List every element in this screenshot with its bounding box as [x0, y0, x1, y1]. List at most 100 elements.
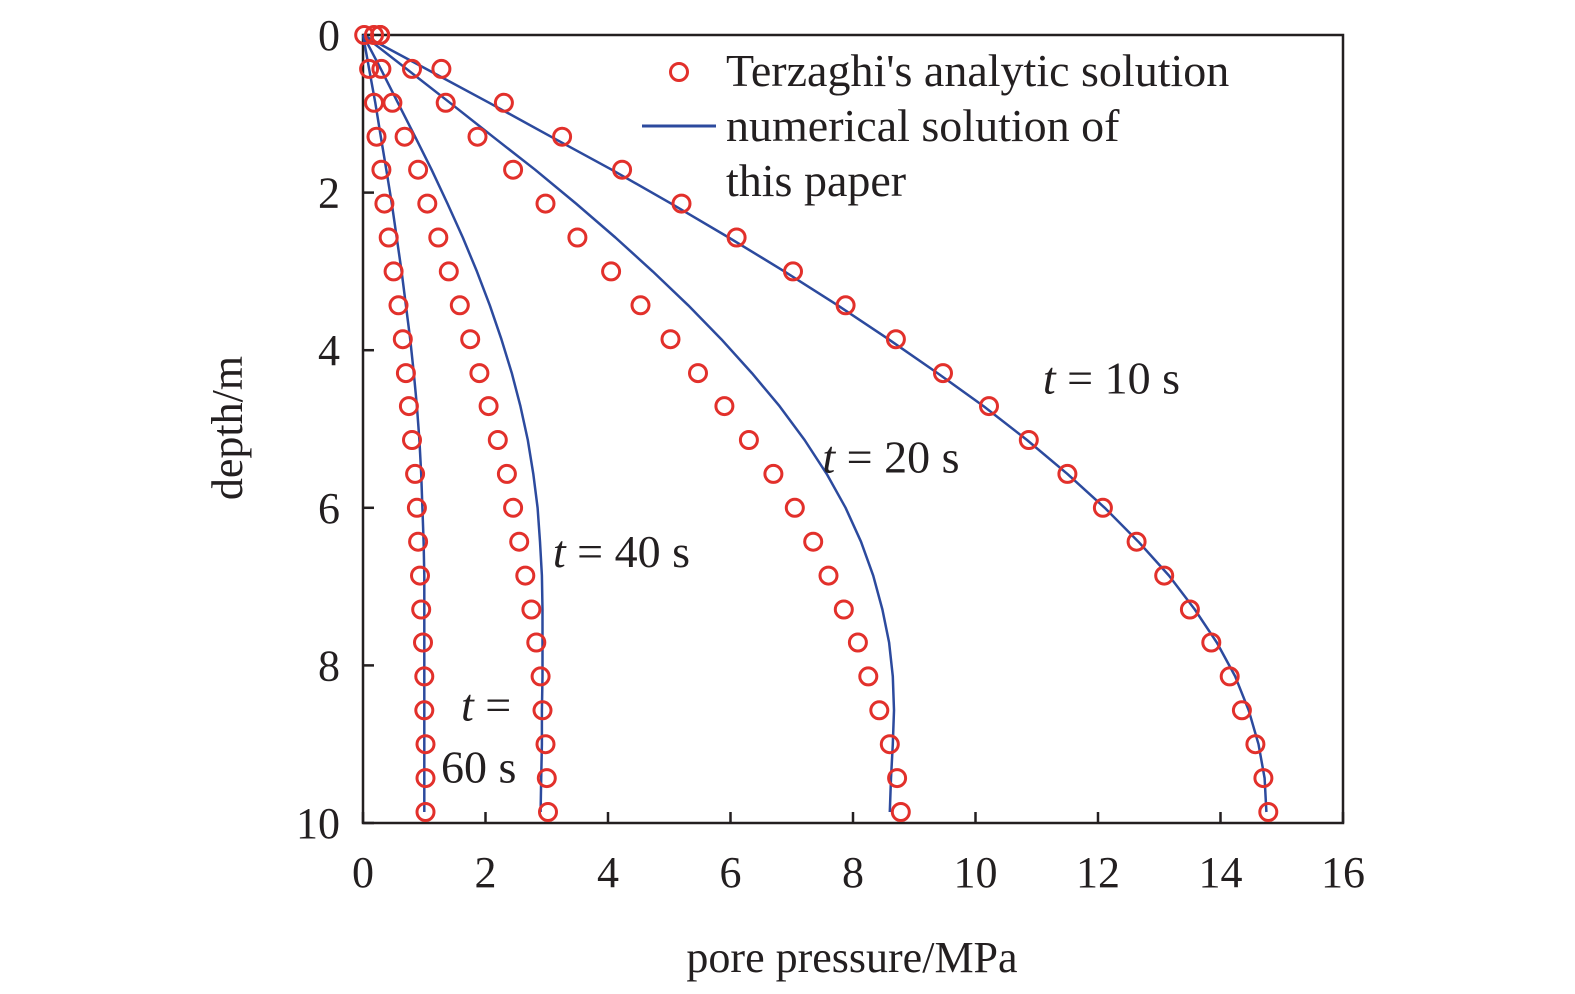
- numerical-line-series-3: [361, 34, 544, 813]
- analytic-point-series-2: [688, 363, 708, 384]
- analytic-point-series-1: [431, 58, 452, 79]
- x-axis-ticks: 0 2 4 6 8 10 12 14 16: [352, 812, 1365, 897]
- y-tick-label: 10: [296, 799, 340, 848]
- analytic-point-series-2: [784, 497, 805, 518]
- x-tick-label: 14: [1199, 848, 1243, 897]
- analytic-point-series-1: [783, 261, 803, 282]
- analytic-point-series-1: [1201, 632, 1222, 653]
- analytic-point-series-3: [408, 159, 429, 180]
- curve-label-series-1: t = 10 s: [1043, 353, 1180, 404]
- analytic-point-series-2: [763, 463, 784, 484]
- y-tick-label: 6: [318, 484, 340, 533]
- analytic-point-series-3: [536, 768, 557, 789]
- analytic-point-series-2: [601, 261, 622, 282]
- analytic-point-series-1: [493, 92, 514, 113]
- analytic-point-series-1: [1092, 497, 1113, 518]
- analytic-point-series-4: [414, 700, 435, 721]
- analytic-point-series-1: [1179, 599, 1200, 620]
- analytic-point-series-4: [398, 396, 419, 417]
- x-tick-label: 16: [1321, 848, 1365, 897]
- y-tick-label: 4: [318, 326, 340, 375]
- analytic-point-series-1: [1219, 666, 1240, 687]
- analytic-point-series-2: [660, 329, 681, 350]
- analytic-point-series-2: [818, 565, 839, 586]
- analytic-point-series-4: [354, 25, 375, 45]
- analytic-point-series-2: [887, 768, 908, 789]
- analytic-point-series-1: [612, 159, 633, 180]
- analytic-point-series-1: [1018, 430, 1039, 450]
- x-tick-label: 2: [475, 848, 497, 897]
- analytic-point-series-4: [378, 227, 399, 248]
- analytic-point-series-1: [835, 295, 856, 316]
- analytic-point-series-3: [394, 126, 415, 147]
- analytic-point-series-3: [364, 25, 384, 45]
- analytic-point-series-4: [415, 734, 436, 755]
- analytic-point-series-4: [413, 632, 433, 653]
- analytic-point-series-3: [535, 734, 556, 755]
- analytic-point-series-2: [630, 295, 651, 316]
- curve-label-series-4-line1: t =: [461, 680, 511, 731]
- curve-labels: t = 10 s t = 20 s t = 40 s t = 60 s: [441, 353, 1180, 793]
- x-tick-label: 12: [1076, 848, 1120, 897]
- y-tick-label: 2: [318, 169, 340, 218]
- analytic-point-series-3: [530, 666, 551, 687]
- analytic-point-series-1: [1126, 531, 1147, 552]
- analytic-point-series-3: [487, 430, 508, 450]
- y-tick-label: 8: [318, 641, 340, 690]
- numerical-line-series-2: [362, 34, 896, 813]
- x-tick-label: 8: [842, 848, 864, 897]
- analytic-point-series-2: [738, 430, 759, 450]
- legend: Terzaghi's analytic solution numerical s…: [642, 45, 1229, 206]
- x-tick-label: 0: [352, 848, 374, 897]
- analytic-point-series-4: [410, 565, 430, 586]
- analytic-point-series-3: [449, 295, 470, 316]
- x-tick-label: 4: [597, 848, 619, 897]
- analytic-point-series-2: [879, 734, 900, 755]
- analytic-point-series-4: [359, 58, 380, 79]
- analytic-point-series-4: [366, 126, 387, 147]
- analytic-point-series-3: [526, 632, 547, 653]
- analytic-point-series-2: [535, 193, 556, 214]
- analytic-point-series-2: [858, 666, 879, 687]
- analytic-point-series-4: [374, 193, 395, 214]
- analytic-point-series-2: [467, 126, 488, 147]
- analytic-point-series-2: [402, 58, 422, 79]
- analytic-point-series-3: [460, 329, 481, 350]
- y-axis-title: depth/m: [203, 356, 252, 500]
- curve-label-series-3: t = 40 s: [553, 526, 690, 577]
- analytic-point-series-1: [1154, 565, 1175, 586]
- analytic-point-series-3: [532, 700, 553, 721]
- analytic-point-series-4: [408, 531, 429, 552]
- analytic-point-series-2: [869, 700, 890, 721]
- analytic-point-series-4: [402, 430, 422, 450]
- analytic-point-series-3: [509, 531, 530, 552]
- curve-label-series-4-line2: 60 s: [441, 742, 516, 793]
- y-axis-ticks: 0 2 4 6 8 10: [296, 11, 374, 848]
- x-axis-title: pore pressure/MPa: [686, 933, 1017, 982]
- analytic-point-series-4: [392, 329, 413, 350]
- analytic-point-series-4: [371, 159, 392, 180]
- analytic-point-series-4: [405, 463, 426, 484]
- analytic-point-series-1: [1231, 700, 1252, 721]
- analytic-point-series-4: [364, 92, 384, 113]
- analytic-point-series-3: [478, 396, 499, 417]
- analytic-point-series-3: [417, 193, 438, 214]
- analytic-point-series-2: [503, 159, 524, 180]
- analytic-point-series-3: [538, 802, 558, 822]
- analytic-point-series-4: [395, 363, 416, 384]
- analytic-point-series-1: [726, 227, 747, 248]
- curve-label-series-2: t = 20 s: [822, 431, 959, 482]
- analytic-point-series-3: [469, 363, 490, 384]
- analytic-point-series-3: [428, 227, 449, 248]
- analytic-point-series-4: [411, 599, 432, 620]
- analytic-point-series-1: [671, 193, 692, 214]
- analytic-point-series-1: [1258, 802, 1279, 822]
- analytic-point-series-2: [435, 92, 456, 113]
- x-tick-label: 10: [954, 848, 998, 897]
- numerical-line-series-4: [361, 34, 426, 812]
- analytic-point-series-2: [833, 599, 854, 620]
- analytic-point-series-2: [890, 802, 911, 822]
- analytic-point-series-3: [521, 599, 542, 620]
- analytic-point-series-1: [885, 329, 906, 350]
